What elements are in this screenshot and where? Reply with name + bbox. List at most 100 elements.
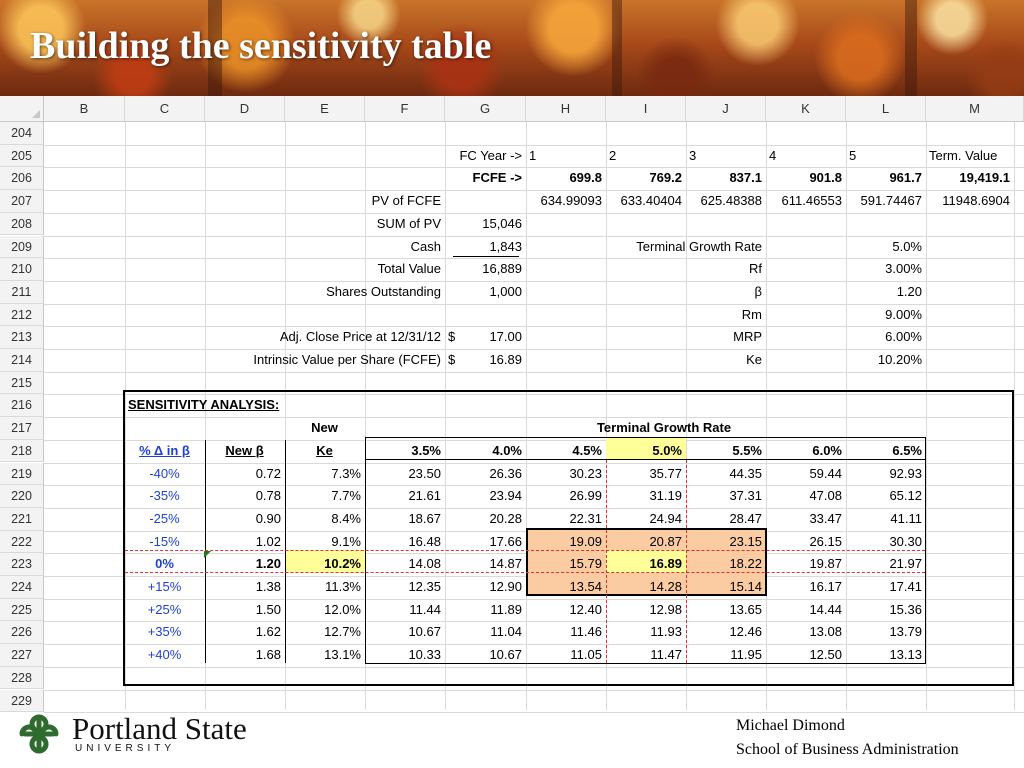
- sensitivity-value-cell[interactable]: 20.28: [489, 510, 522, 526]
- sensitivity-value-cell[interactable]: 11.44: [409, 601, 441, 617]
- header-ke[interactable]: Ke: [316, 442, 333, 458]
- row-ke[interactable]: 13.1%: [324, 647, 361, 663]
- row-header-212[interactable]: 212: [0, 303, 44, 327]
- row-header-229[interactable]: 229: [0, 689, 44, 713]
- sensitivity-value-cell[interactable]: 14.44: [809, 601, 842, 617]
- row-header-222[interactable]: 222: [0, 530, 44, 554]
- summary-dollar[interactable]: $: [448, 352, 456, 367]
- sensitivity-value-cell[interactable]: 26.15: [809, 533, 842, 549]
- column-header-d[interactable]: D: [205, 96, 285, 122]
- row-header-227[interactable]: 227: [0, 644, 44, 667]
- sensitivity-value-cell[interactable]: 12.35: [408, 579, 441, 594]
- pv-fcfe-label[interactable]: PV of FCFE: [371, 193, 441, 209]
- row-delta-beta[interactable]: -25%: [149, 510, 180, 526]
- growth-rate-header[interactable]: 6.5%: [892, 442, 922, 458]
- sensitivity-value-cell[interactable]: 12.50: [809, 647, 842, 663]
- column-header-k[interactable]: K: [766, 96, 846, 122]
- row-new-beta[interactable]: 1.38: [255, 579, 281, 594]
- row-header-210[interactable]: 210: [0, 258, 44, 281]
- sensitivity-value-cell[interactable]: 19.87: [809, 556, 842, 572]
- summary-label[interactable]: Adj. Close Price at 12/31/12: [279, 329, 441, 345]
- sensitivity-value-cell[interactable]: 17.66: [489, 533, 522, 549]
- sensitivity-value-cell[interactable]: 10.33: [408, 647, 441, 663]
- column-header-b[interactable]: B: [44, 96, 125, 122]
- pv-fcfe-value-4[interactable]: 611.46553: [781, 193, 843, 209]
- sensitivity-value-cell[interactable]: 21.61: [408, 488, 441, 504]
- row-new-beta[interactable]: 1.62: [255, 624, 281, 640]
- assumption-value[interactable]: 1.20: [896, 283, 922, 299]
- sensitivity-value-cell[interactable]: 65.12: [889, 488, 922, 504]
- sensitivity-value-cell[interactable]: 11.93: [650, 624, 682, 640]
- summary-value[interactable]: 15,046: [482, 215, 522, 231]
- sensitivity-value-cell[interactable]: 11.47: [650, 647, 682, 663]
- fc-year-5[interactable]: 5: [849, 147, 857, 163]
- row-header-219[interactable]: 219: [0, 462, 44, 486]
- sensitivity-value-cell[interactable]: 44.35: [729, 465, 762, 481]
- sensitivity-value-cell[interactable]: 23.50: [408, 465, 441, 481]
- sensitivity-value-cell[interactable]: 23.94: [489, 488, 522, 504]
- row-header-205[interactable]: 205: [0, 144, 44, 168]
- sensitivity-value-cell[interactable]: 12.46: [729, 624, 762, 640]
- sensitivity-value-cell[interactable]: 18.67: [408, 510, 441, 526]
- column-header-e[interactable]: E: [285, 96, 365, 122]
- sensitivity-value-cell[interactable]: 33.47: [809, 510, 842, 526]
- growth-rate-header[interactable]: 5.0%: [652, 442, 682, 458]
- row-header-214[interactable]: 214: [0, 349, 44, 372]
- assumption-value[interactable]: 10.20%: [877, 352, 922, 367]
- row-header-209[interactable]: 209: [0, 235, 44, 259]
- sensitivity-value-cell[interactable]: 35.77: [649, 465, 682, 481]
- sensitivity-value-cell[interactable]: 13.13: [889, 647, 922, 663]
- sensitivity-value-cell[interactable]: 31.19: [649, 488, 682, 504]
- summary-dollar[interactable]: $: [448, 329, 456, 345]
- row-ke[interactable]: 7.7%: [331, 488, 361, 504]
- sensitivity-value-cell[interactable]: 14.28: [649, 579, 682, 594]
- row-new-beta[interactable]: 0.78: [255, 488, 281, 504]
- terminal-value-header[interactable]: Term. Value: [929, 147, 998, 163]
- growth-rate-header[interactable]: 5.5%: [732, 442, 762, 458]
- row-header-224[interactable]: 224: [0, 576, 44, 599]
- sensitivity-value-cell[interactable]: 28.47: [729, 510, 762, 526]
- sensitivity-value-cell[interactable]: 30.23: [569, 465, 602, 481]
- row-delta-beta[interactable]: 0%: [155, 556, 174, 572]
- fcfe-value-1[interactable]: 699.8: [569, 170, 602, 186]
- assumption-label[interactable]: Ke: [746, 352, 762, 367]
- sensitivity-value-cell[interactable]: 92.93: [889, 465, 922, 481]
- column-header-l[interactable]: L: [846, 96, 926, 122]
- fcfe-value-6[interactable]: 19,419.1: [959, 170, 1010, 186]
- sensitivity-value-cell[interactable]: 20.87: [649, 533, 682, 549]
- row-delta-beta[interactable]: +15%: [147, 579, 182, 594]
- column-header-m[interactable]: M: [926, 96, 1024, 122]
- row-header-211[interactable]: 211: [0, 280, 44, 304]
- fc-year-2[interactable]: 2: [609, 147, 617, 163]
- column-header-i[interactable]: I: [606, 96, 686, 122]
- sensitivity-value-cell[interactable]: 10.67: [408, 624, 441, 640]
- row-new-beta[interactable]: 1.50: [255, 601, 281, 617]
- sensitivity-value-cell[interactable]: 24.94: [649, 510, 682, 526]
- column-header-h[interactable]: H: [526, 96, 606, 122]
- row-new-beta[interactable]: 1.20: [255, 556, 281, 572]
- sensitivity-value-cell[interactable]: 22.31: [569, 510, 602, 526]
- sensitivity-value-cell[interactable]: 19.09: [569, 533, 602, 549]
- sensitivity-value-cell[interactable]: 11.05: [570, 647, 602, 663]
- sensitivity-value-cell[interactable]: 13.08: [809, 624, 842, 640]
- summary-label[interactable]: Total Value: [377, 261, 441, 277]
- sensitivity-value-cell[interactable]: 59.44: [809, 465, 842, 481]
- pv-fcfe-value-2[interactable]: 633.40404: [620, 193, 682, 209]
- sensitivity-value-cell[interactable]: 12.40: [569, 601, 602, 617]
- sensitivity-value-cell[interactable]: 13.79: [889, 624, 922, 640]
- sensitivity-value-cell[interactable]: 37.31: [729, 488, 762, 504]
- row-header-208[interactable]: 208: [0, 212, 44, 236]
- row-new-beta[interactable]: 0.90: [255, 510, 281, 526]
- sensitivity-value-cell[interactable]: 11.95: [730, 647, 762, 663]
- sensitivity-value-cell[interactable]: 26.99: [569, 488, 602, 504]
- row-header-221[interactable]: 221: [0, 507, 44, 531]
- sensitivity-value-cell[interactable]: 18.22: [729, 556, 762, 572]
- row-ke[interactable]: 9.1%: [331, 533, 361, 549]
- select-all-corner[interactable]: [0, 96, 44, 122]
- sensitivity-value-cell[interactable]: 15.14: [729, 579, 762, 594]
- assumption-value[interactable]: 5.0%: [892, 238, 922, 254]
- fc-year-4[interactable]: 4: [769, 147, 777, 163]
- row-header-215[interactable]: 215: [0, 371, 44, 395]
- row-header-226[interactable]: 226: [0, 621, 44, 645]
- sensitivity-value-cell[interactable]: 12.98: [649, 601, 682, 617]
